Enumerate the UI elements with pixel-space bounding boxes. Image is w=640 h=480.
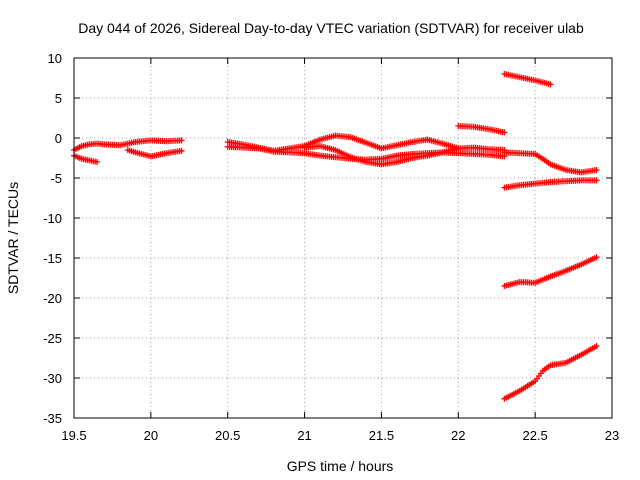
x-tick-label: 19.5 bbox=[61, 428, 86, 443]
series-track-h bbox=[501, 149, 600, 176]
plot-frame bbox=[73, 57, 613, 419]
x-tick-label: 20.5 bbox=[215, 428, 240, 443]
series-track-k bbox=[501, 254, 600, 289]
grid bbox=[73, 57, 613, 419]
data-points bbox=[71, 71, 600, 402]
y-tick-label: -20 bbox=[43, 291, 62, 306]
y-tick-label: -35 bbox=[43, 411, 62, 426]
y-tick-label: 5 bbox=[55, 91, 62, 106]
data-point bbox=[593, 343, 600, 349]
x-tick-label: 20 bbox=[144, 428, 158, 443]
series-track-a bbox=[71, 137, 185, 153]
data-point bbox=[501, 129, 508, 136]
axes: 19.5 20 20.5 21 21.5 22 22.5 23 -35 -30 -25 -20 -15 -… bbox=[43, 51, 619, 443]
data-point bbox=[593, 167, 600, 173]
series-track-i bbox=[501, 71, 554, 88]
x-tick-label: 22.5 bbox=[522, 428, 547, 443]
data-point bbox=[547, 81, 554, 88]
data-point bbox=[593, 254, 600, 261]
series-track-c bbox=[124, 147, 185, 160]
series-track-l bbox=[501, 343, 600, 402]
series-track-g bbox=[455, 123, 508, 136]
y-tick-label: 10 bbox=[48, 51, 62, 66]
x-tick-label: 21 bbox=[297, 428, 311, 443]
y-tick-label: -5 bbox=[50, 171, 62, 186]
y-tick-label: -25 bbox=[43, 331, 62, 346]
y-axis-label: SDTVAR / TECUs bbox=[5, 182, 21, 294]
y-tick-label: -15 bbox=[43, 251, 62, 266]
data-point bbox=[178, 147, 185, 154]
y-tick-label: 0 bbox=[55, 131, 62, 146]
x-tick-label: 21.5 bbox=[369, 428, 394, 443]
data-point bbox=[178, 137, 185, 144]
series-track-f bbox=[301, 143, 508, 168]
x-tick-label: 22 bbox=[451, 428, 465, 443]
data-point bbox=[94, 159, 101, 165]
x-axis-label: GPS time / hours bbox=[287, 458, 394, 474]
y-tick-label: -30 bbox=[43, 371, 62, 386]
series-track-b bbox=[71, 152, 101, 165]
data-point bbox=[593, 177, 600, 184]
y-tick-label: -10 bbox=[43, 211, 62, 226]
series-track-j bbox=[501, 177, 600, 191]
x-tick-label: 23 bbox=[605, 428, 619, 443]
chart-title: Day 044 of 2026, Sidereal Day-to-day VTE… bbox=[78, 20, 584, 36]
